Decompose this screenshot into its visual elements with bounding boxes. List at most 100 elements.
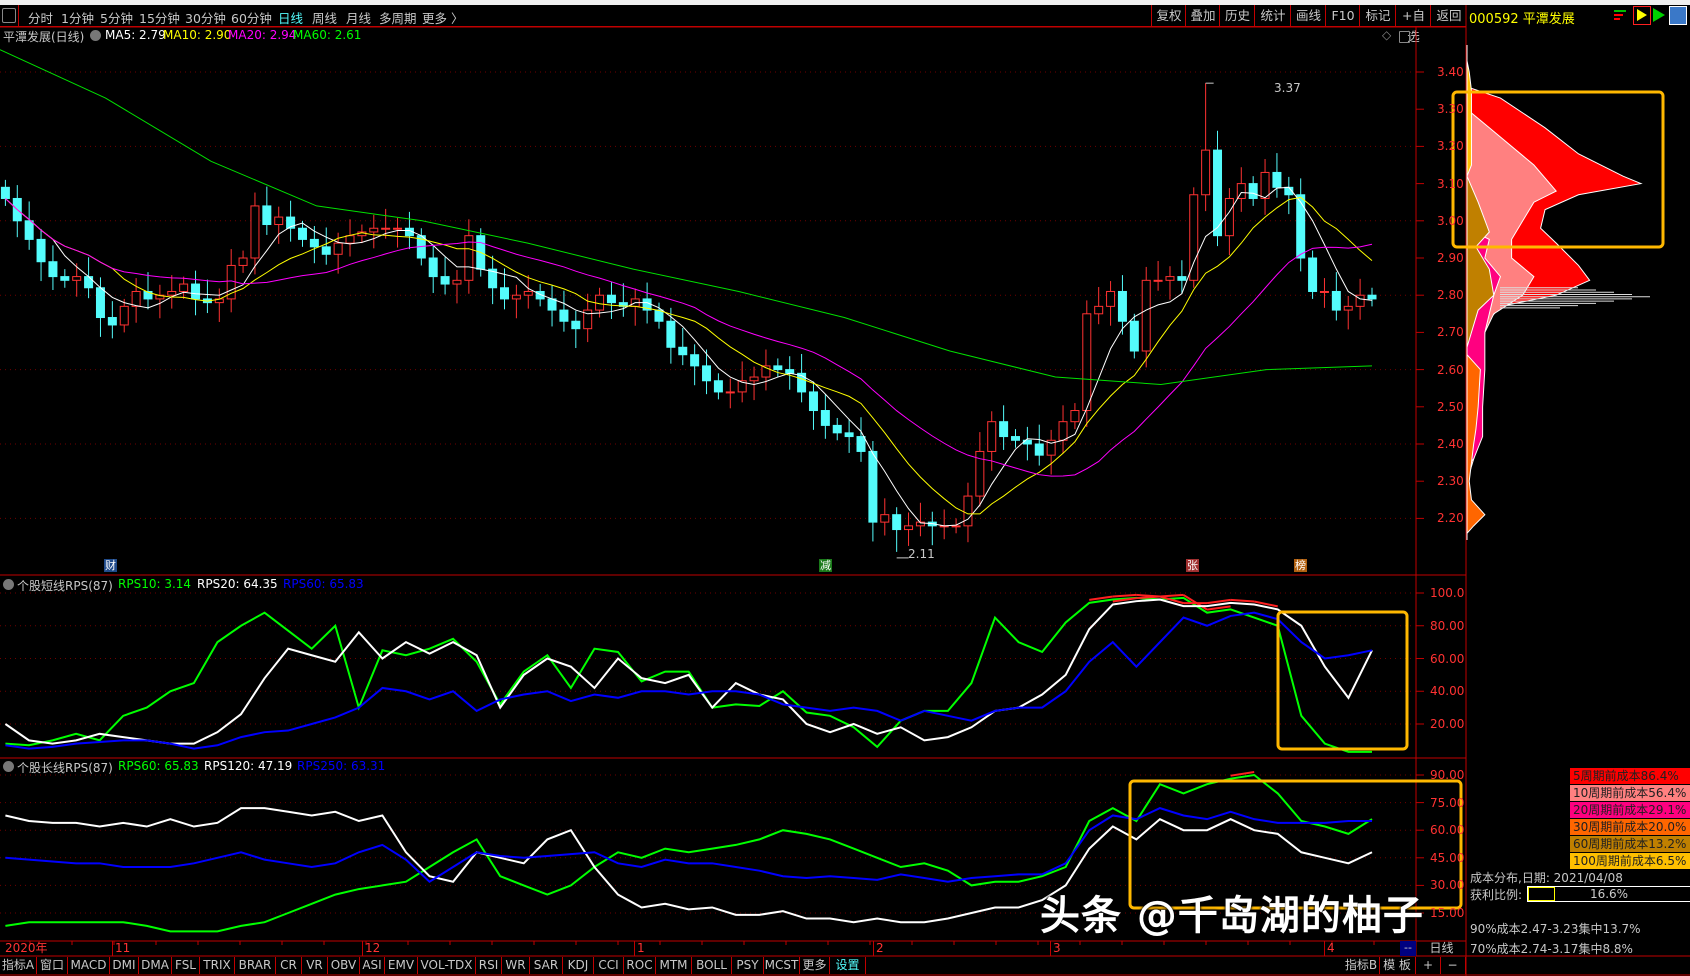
event-marker-limit[interactable]: 张 bbox=[1186, 559, 1199, 572]
indicator-tab-cr[interactable]: CR bbox=[276, 957, 302, 974]
event-marker-list[interactable]: 榜 bbox=[1294, 559, 1307, 572]
period-tab-daily[interactable]: 日线 bbox=[278, 11, 304, 26]
history-button[interactable]: 历史 bbox=[1219, 5, 1255, 26]
statistics-button[interactable]: 统计 bbox=[1254, 5, 1291, 26]
candle-up bbox=[1153, 279, 1163, 282]
min-price-label: 2.11 bbox=[908, 547, 935, 561]
indicator-tab-窗口[interactable]: 窗口 bbox=[37, 957, 68, 974]
f10-button[interactable]: F10 bbox=[1325, 5, 1360, 26]
candle-up bbox=[951, 525, 961, 528]
period-tab-fenshi[interactable]: 分时 bbox=[28, 11, 54, 26]
period-tab-5min[interactable]: 5分钟 bbox=[100, 11, 133, 26]
zoom-in-button[interactable]: + bbox=[1416, 957, 1441, 974]
indicator-tab-mcst[interactable]: MCST bbox=[764, 957, 800, 974]
play-red-icon[interactable] bbox=[1633, 6, 1651, 25]
indicator-tab-emv[interactable]: EMV bbox=[385, 957, 418, 974]
indicator-tab-sar[interactable]: SAR bbox=[530, 957, 563, 974]
candle-down bbox=[999, 421, 1009, 438]
indicator-tab-psy[interactable]: PSY bbox=[732, 957, 764, 974]
indicator-tab-cci[interactable]: CCI bbox=[594, 957, 624, 974]
candle-down bbox=[309, 238, 319, 248]
price-tick-label: 2.90 bbox=[1437, 251, 1464, 265]
period-tab-multi[interactable]: 多周期 bbox=[379, 11, 417, 26]
panel-toggle-icon[interactable] bbox=[1399, 31, 1410, 43]
indicator-tab-obv[interactable]: OBV bbox=[328, 957, 360, 974]
save-disk-icon[interactable] bbox=[1669, 6, 1687, 25]
play-green-icon[interactable] bbox=[1653, 8, 1665, 22]
indicator-tab-mtm[interactable]: MTM bbox=[656, 957, 692, 974]
dropdown-circle-icon[interactable] bbox=[3, 761, 14, 772]
draw-line-button[interactable]: 画线 bbox=[1290, 5, 1326, 26]
indicator-tab-vr[interactable]: VR bbox=[302, 957, 328, 974]
indicator-tab-brar[interactable]: BRAR bbox=[235, 957, 276, 974]
back-button[interactable]: 返回 bbox=[1430, 5, 1467, 26]
period-tab-60min[interactable]: 60分钟 bbox=[231, 11, 272, 26]
template-button[interactable]: 模 板 bbox=[1379, 957, 1416, 974]
candle-down bbox=[24, 220, 34, 240]
dropdown-circle-icon[interactable] bbox=[90, 30, 101, 41]
candle-down bbox=[143, 290, 153, 300]
candle-down bbox=[678, 346, 688, 356]
period-selector[interactable]: 日线 bbox=[1429, 941, 1454, 955]
rps-short-tick-label: 100.0 bbox=[1430, 586, 1465, 600]
cost-90-line: 90%成本2.47-3.23集中13.7% bbox=[1470, 922, 1641, 936]
period-selector-dash[interactable]: -- bbox=[1400, 941, 1416, 956]
rps-short-high-segment bbox=[1112, 597, 1137, 603]
overlay-button[interactable]: 叠加 bbox=[1185, 5, 1220, 26]
indicator-tab-wr[interactable]: WR bbox=[502, 957, 530, 974]
indicator-tab-dma[interactable]: DMA bbox=[139, 957, 172, 974]
candle-down bbox=[820, 410, 830, 426]
event-marker-reduce[interactable]: 减 bbox=[819, 559, 832, 572]
candle-down bbox=[559, 309, 569, 322]
add-favorite-button[interactable]: +自选 bbox=[1395, 5, 1431, 44]
diamond-icon[interactable]: ◇ bbox=[1382, 28, 1392, 42]
date-label-dec: 12 bbox=[362, 941, 380, 956]
candle-up bbox=[737, 380, 747, 393]
panel-toggle-icon[interactable] bbox=[2, 8, 16, 23]
indicator-tab-dmi[interactable]: DMI bbox=[110, 957, 139, 974]
rps-short-high-segment bbox=[1253, 600, 1278, 608]
candle-up bbox=[1141, 279, 1151, 352]
ma20-value: MA20: 2.94 bbox=[228, 28, 297, 42]
indicator-tab-vol-tdx[interactable]: VOL-TDX bbox=[418, 957, 476, 974]
indicator-tab-macd[interactable]: MACD bbox=[68, 957, 110, 974]
zoom-out-button[interactable]: − bbox=[1440, 957, 1466, 974]
ma10-line bbox=[5, 196, 1373, 515]
ma60-line bbox=[0, 49, 1373, 385]
rps-short-series-2 bbox=[5, 611, 1373, 750]
period-tab-30min[interactable]: 30分钟 bbox=[185, 11, 226, 26]
candle-up bbox=[523, 290, 533, 296]
candle-down bbox=[1117, 290, 1127, 322]
candle-down bbox=[1034, 443, 1044, 456]
indicator-b-button[interactable]: 指标B bbox=[1343, 957, 1380, 974]
indicator-tab-更多[interactable]: 更多 bbox=[800, 957, 830, 974]
period-tab-1min[interactable]: 1分钟 bbox=[61, 11, 94, 26]
bar-chart-icon[interactable] bbox=[1614, 7, 1630, 23]
period-tab-15min[interactable]: 15分钟 bbox=[139, 11, 180, 26]
dropdown-circle-icon[interactable] bbox=[3, 579, 14, 590]
indicator-tab-rsi[interactable]: RSI bbox=[476, 957, 502, 974]
cost-legend-30: 30周期前成本20.0% bbox=[1570, 819, 1690, 835]
indicator-tab-kdj[interactable]: KDJ bbox=[563, 957, 594, 974]
indicator-tab-trix[interactable]: TRIX bbox=[200, 957, 235, 974]
indicator-tab-boll[interactable]: BOLL bbox=[692, 957, 732, 974]
restore-rights-button[interactable]: 复权 bbox=[1151, 5, 1186, 26]
highlight-box bbox=[1451, 90, 1665, 249]
mark-button[interactable]: 标记 bbox=[1359, 5, 1396, 26]
candle-down bbox=[785, 369, 795, 374]
period-tab-weekly[interactable]: 周线 bbox=[312, 11, 338, 26]
price-tick-label: 3.20 bbox=[1437, 139, 1464, 154]
indicator-tab-roc[interactable]: ROC bbox=[624, 957, 656, 974]
indicator-tab-asi[interactable]: ASI bbox=[360, 957, 385, 974]
indicator-tab-指标a[interactable]: 指标A bbox=[0, 957, 37, 974]
indicator-tab-设置[interactable]: 设置 bbox=[830, 957, 866, 974]
period-tab-more[interactable]: 更多 〉 bbox=[422, 11, 464, 26]
indicator-tab-fsl[interactable]: FSL bbox=[172, 957, 200, 974]
candle-down bbox=[1308, 257, 1318, 292]
candle-up bbox=[179, 283, 189, 292]
profit-ratio-bar: 16.6% bbox=[1527, 886, 1690, 902]
cost-legend-10: 10周期前成本56.4% bbox=[1570, 785, 1690, 801]
candle-up bbox=[119, 305, 129, 326]
period-tab-monthly[interactable]: 月线 bbox=[346, 11, 372, 26]
event-marker-finance[interactable]: 财 bbox=[104, 559, 117, 572]
